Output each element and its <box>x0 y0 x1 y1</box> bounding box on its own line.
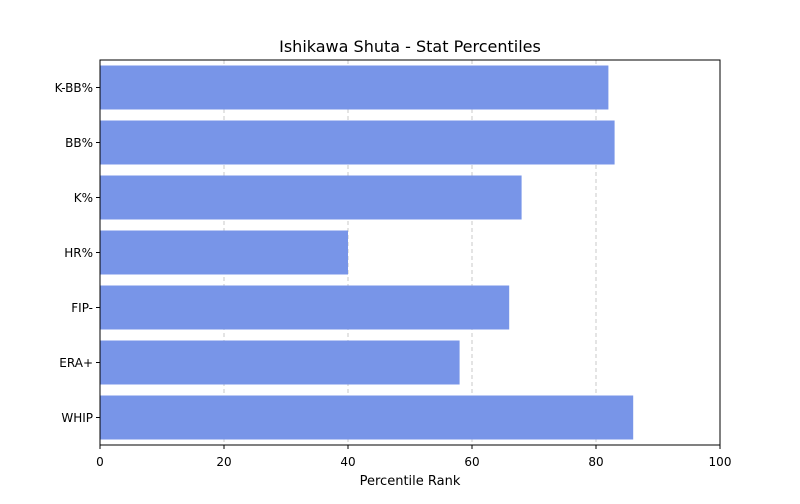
y-tick-label: FIP- <box>71 301 93 315</box>
bar-hr- <box>100 230 348 275</box>
bars <box>100 65 634 440</box>
y-tick-label: WHIP <box>61 411 93 425</box>
y-axis: K-BB% BB% K% HR% FIP- ERA+ WHIP <box>55 81 100 425</box>
bar-fip- <box>100 285 510 330</box>
y-tick-label: HR% <box>64 246 93 260</box>
x-tick-label: 0 <box>96 455 104 469</box>
x-tick-label: 100 <box>709 455 732 469</box>
bar-whip <box>100 395 634 440</box>
chart-title: Ishikawa Shuta - Stat Percentiles <box>279 37 541 56</box>
bar-era- <box>100 340 460 385</box>
x-tick-label: 60 <box>464 455 479 469</box>
y-tick-label: ERA+ <box>59 356 93 370</box>
y-tick-label: BB% <box>65 136 93 150</box>
x-axis-label: Percentile Rank <box>360 474 461 489</box>
x-tick-label: 80 <box>588 455 603 469</box>
y-tick-label: K-BB% <box>55 81 93 95</box>
x-axis: 0 20 40 60 80 100 <box>96 445 731 469</box>
y-tick-label: K% <box>74 191 93 205</box>
x-tick-label: 20 <box>216 455 231 469</box>
bar-bb- <box>100 120 615 165</box>
x-tick-label: 40 <box>340 455 355 469</box>
bar-k-bb- <box>100 65 609 110</box>
bar-k- <box>100 175 522 220</box>
